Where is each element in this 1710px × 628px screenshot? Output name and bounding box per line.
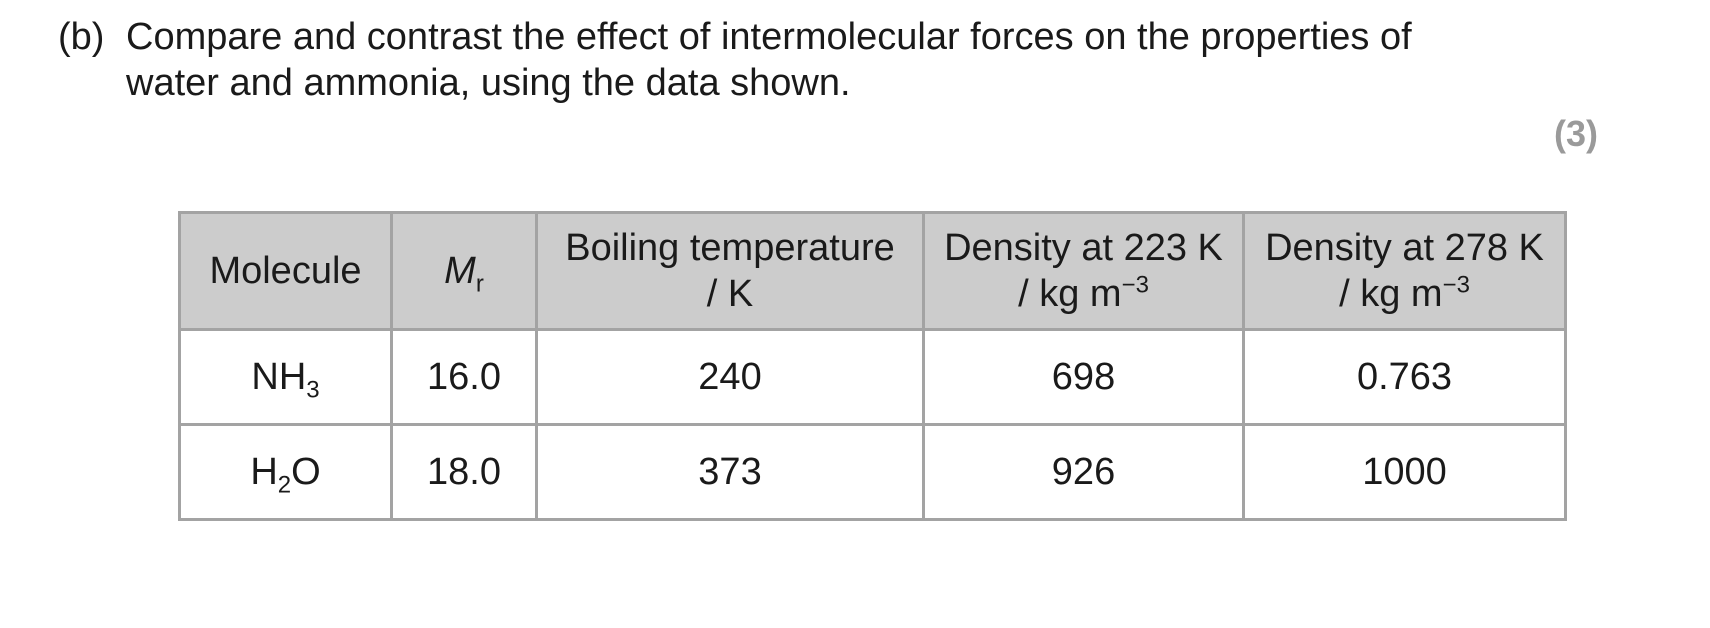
molecule-formula-main: H — [250, 450, 278, 493]
molecule-formula-subscript: 2 — [277, 471, 292, 499]
table-row-h2o: H2O 18.0 373 926 1000 — [178, 423, 1567, 521]
header-density-278-unit-line: / kg m−3 — [1251, 271, 1558, 317]
header-mr: Mr — [390, 211, 538, 331]
header-mr-subscript: r — [475, 270, 484, 298]
cell-density-223: 698 — [922, 328, 1245, 426]
header-density-278: Density at 278 K / kg m−3 — [1242, 211, 1567, 331]
header-row: Molecule Mr Boiling temperature / K Dens… — [178, 211, 1567, 331]
question-text-line-1: Compare and contrast the effect of inter… — [126, 16, 1412, 58]
cell-boiling: 240 — [535, 328, 925, 426]
cell-density-223: 926 — [922, 423, 1245, 521]
header-density-278-label: Density at 278 K — [1265, 227, 1544, 269]
cell-density-278: 0.763 — [1242, 328, 1567, 426]
header-density-223-exponent: −3 — [1121, 271, 1149, 299]
molecule-formula-tail: O — [291, 450, 321, 493]
header-boiling-label: Boiling temperature — [565, 227, 895, 269]
question-text: Compare and contrast the effect of inter… — [126, 14, 1526, 106]
header-density-223-unit-line: / kg m−3 — [931, 271, 1236, 317]
header-boiling-unit: / K — [706, 273, 754, 315]
molecule-formula-main: NH — [251, 355, 307, 398]
molecule-formula-subscript: 3 — [306, 376, 320, 404]
header-density-278-unit: / kg m — [1339, 273, 1443, 315]
question-label: (b) — [58, 16, 105, 58]
table-row-nh3: NH3 16.0 240 698 0.763 — [178, 328, 1567, 426]
header-density-278-exponent: −3 — [1442, 271, 1470, 299]
header-density-223-label: Density at 223 K — [944, 227, 1223, 269]
cell-mr: 18.0 — [390, 423, 538, 521]
question-text-line-2: water and ammonia, using the data shown. — [126, 62, 851, 104]
header-molecule: Molecule — [178, 211, 393, 331]
header-mr-symbol: M — [444, 250, 476, 292]
header-boiling-temperature: Boiling temperature / K — [535, 211, 925, 331]
header-density-223: Density at 223 K / kg m−3 — [922, 211, 1245, 331]
cell-mr: 16.0 — [390, 328, 538, 426]
data-table: Molecule Mr Boiling temperature / K Dens… — [178, 211, 1567, 521]
cell-molecule: NH3 — [178, 328, 393, 426]
header-density-223-unit: / kg m — [1018, 273, 1122, 315]
cell-boiling: 373 — [535, 423, 925, 521]
cell-molecule: H2O — [178, 423, 393, 521]
marks-indicator: (3) — [1554, 113, 1598, 154]
cell-density-278: 1000 — [1242, 423, 1567, 521]
